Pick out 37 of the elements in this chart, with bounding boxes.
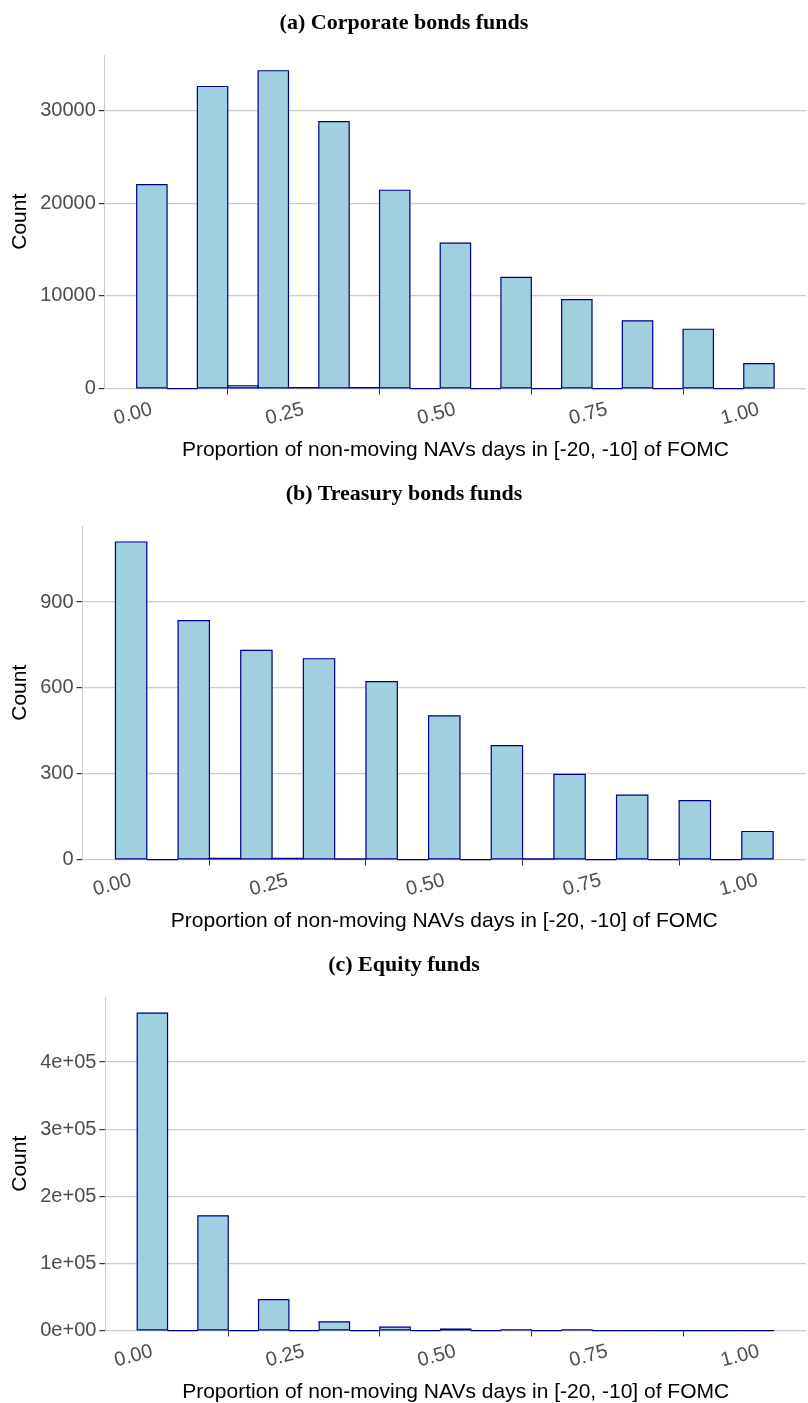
y-axis-title: Count <box>7 193 31 250</box>
x-tick-label: 0.25 <box>263 1339 307 1371</box>
y-tick-label: 3e+05 <box>40 1116 97 1139</box>
x-tick-label: 0.00 <box>111 1339 155 1371</box>
y-tick-label: 10000 <box>40 283 96 306</box>
y-tick-label: 0e+00 <box>40 1318 97 1341</box>
x-tick-label: 0.50 <box>414 397 458 429</box>
chart-title: (a) Corporate bonds funds <box>278 8 530 36</box>
y-tick-label: 900 <box>40 589 74 612</box>
y-tick-label: 0 <box>84 376 96 399</box>
y-tick-label: 1e+05 <box>40 1250 97 1273</box>
y-tick-label: 20000 <box>40 190 96 213</box>
x-axis-title: Proportion of non-moving NAVs days in [-20, -10] of FOMC <box>170 908 718 932</box>
y-tick-label: 4e+05 <box>40 1049 97 1072</box>
x-tick-label: 0.25 <box>246 868 291 900</box>
y-tick-label: 300 <box>40 761 74 784</box>
x-tick-label: 0.00 <box>90 868 134 900</box>
x-tick-label: 1.00 <box>718 1339 762 1371</box>
y-tick-label: 30000 <box>40 98 96 121</box>
x-tick-label: 0.50 <box>403 868 447 900</box>
x-tick-label: 0.50 <box>414 1339 459 1371</box>
x-tick-label: 0.75 <box>560 868 604 900</box>
x-axis-title: Proportion of non-moving NAVs days in [-20, -10] of FOMC <box>181 437 729 461</box>
y-tick-label: 2e+05 <box>40 1183 97 1206</box>
x-axis-title: Proportion of non-moving NAVs days in [-20, -10] of FOMC <box>182 1379 730 1403</box>
x-tick-label: 0.25 <box>262 397 307 429</box>
chart-title: (b) Treasury bonds funds <box>284 479 524 507</box>
x-tick-label: 0.75 <box>566 1339 610 1371</box>
y-tick-label: 0 <box>62 847 74 870</box>
x-tick-label: 0.75 <box>566 397 610 429</box>
chart-title: (c) Equity funds <box>327 950 481 978</box>
x-tick-label: 1.00 <box>718 397 762 429</box>
x-tick-label: 1.00 <box>716 868 760 900</box>
y-axis-title: Count <box>7 1135 31 1192</box>
x-tick-label: 0.00 <box>111 397 155 429</box>
y-tick-label: 600 <box>40 675 74 698</box>
y-axis-title: Count <box>7 664 31 721</box>
